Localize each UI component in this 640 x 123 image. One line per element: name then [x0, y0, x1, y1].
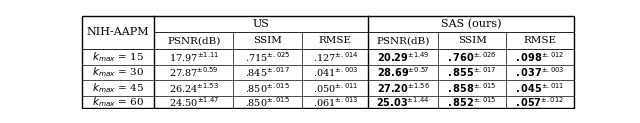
Text: .061$^{\pm.013}$: .061$^{\pm.013}$ — [312, 95, 358, 109]
Text: 27.87$^{\pm0.59}$: 27.87$^{\pm0.59}$ — [169, 66, 219, 79]
Text: .715$^{\pm.025}$: .715$^{\pm.025}$ — [245, 50, 291, 64]
Text: 26.24$^{\pm1.53}$: 26.24$^{\pm1.53}$ — [169, 81, 219, 95]
Text: $\mathbf{.057}$$^{\pm.012}$: $\mathbf{.057}$$^{\pm.012}$ — [515, 95, 564, 109]
Text: $\mathbf{.855}$$^{\pm.017}$: $\mathbf{.855}$$^{\pm.017}$ — [447, 66, 497, 79]
Text: $\mathbf{28.69}$$^{\pm0.57}$: $\mathbf{28.69}$$^{\pm0.57}$ — [377, 66, 429, 79]
Text: NIH-AAPM: NIH-AAPM — [86, 27, 149, 38]
Text: SSIM: SSIM — [253, 36, 282, 45]
Text: $k_{max}$ = 30: $k_{max}$ = 30 — [92, 66, 144, 79]
Text: US: US — [253, 19, 270, 29]
Text: $k_{max}$ = 15: $k_{max}$ = 15 — [92, 50, 144, 64]
Text: $\mathbf{.858}$$^{\pm.015}$: $\mathbf{.858}$$^{\pm.015}$ — [447, 81, 497, 95]
Text: SSIM: SSIM — [458, 36, 486, 45]
Text: .850$^{\pm.015}$: .850$^{\pm.015}$ — [245, 95, 291, 109]
Text: .845$^{\pm.017}$: .845$^{\pm.017}$ — [245, 66, 291, 79]
Text: .041$^{\pm.003}$: .041$^{\pm.003}$ — [312, 66, 358, 79]
Text: $\mathbf{.098}$$^{\pm.012}$: $\mathbf{.098}$$^{\pm.012}$ — [515, 50, 564, 64]
Text: RMSE: RMSE — [524, 36, 556, 45]
Text: 24.50$^{\pm1.47}$: 24.50$^{\pm1.47}$ — [169, 95, 219, 109]
Text: $\mathbf{25.03}$$^{\pm1.44}$: $\mathbf{25.03}$$^{\pm1.44}$ — [376, 95, 430, 109]
Text: $\mathbf{20.29}$$^{\pm1.49}$: $\mathbf{20.29}$$^{\pm1.49}$ — [377, 50, 429, 64]
Text: $k_{max}$ = 45: $k_{max}$ = 45 — [92, 81, 144, 95]
Text: PSNR(dB): PSNR(dB) — [376, 36, 430, 45]
Text: .850$^{\pm.015}$: .850$^{\pm.015}$ — [245, 81, 291, 95]
Text: $\mathbf{27.20}$$^{\pm1.56}$: $\mathbf{27.20}$$^{\pm1.56}$ — [377, 81, 429, 95]
Text: $\mathbf{.045}$$^{\pm.011}$: $\mathbf{.045}$$^{\pm.011}$ — [515, 81, 564, 95]
Text: $\mathbf{.852}$$^{\pm.015}$: $\mathbf{.852}$$^{\pm.015}$ — [447, 95, 497, 109]
Text: 17.97$^{\pm1.11}$: 17.97$^{\pm1.11}$ — [169, 50, 219, 64]
Text: .050$^{\pm.011}$: .050$^{\pm.011}$ — [313, 81, 358, 95]
Text: PSNR(dB): PSNR(dB) — [167, 36, 221, 45]
Text: SAS (ours): SAS (ours) — [441, 19, 501, 30]
Text: RMSE: RMSE — [319, 36, 352, 45]
Text: $\mathbf{.760}$$^{\pm.026}$: $\mathbf{.760}$$^{\pm.026}$ — [447, 50, 497, 64]
Text: .127$^{\pm.014}$: .127$^{\pm.014}$ — [312, 50, 358, 64]
Text: $k_{max}$ = 60: $k_{max}$ = 60 — [92, 95, 144, 109]
Text: $\mathbf{.037}$$^{\pm.003}$: $\mathbf{.037}$$^{\pm.003}$ — [515, 66, 565, 79]
